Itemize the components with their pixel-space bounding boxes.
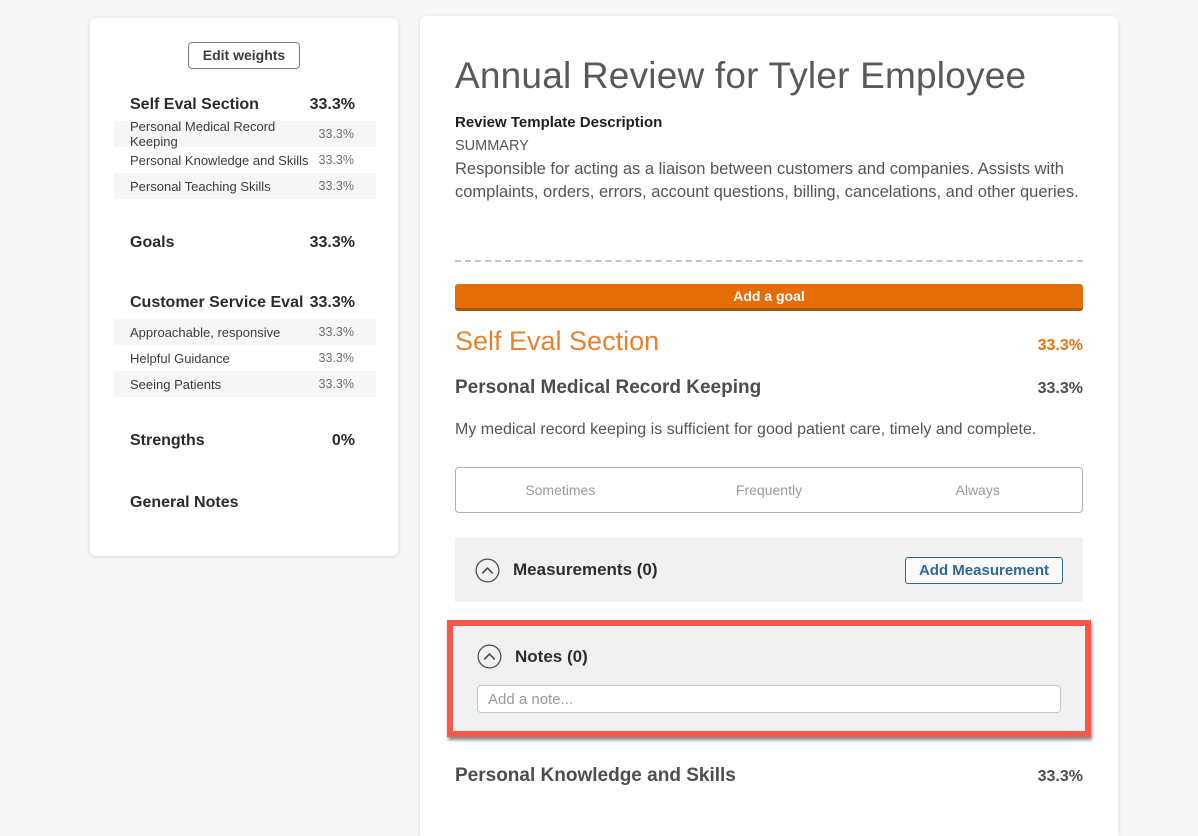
rating-option-frequently[interactable]: Frequently (735, 482, 803, 498)
weight-group-general-notes: General Notes (130, 493, 355, 513)
weight-group-label: General Notes (130, 494, 239, 511)
question-header: Personal Medical Record Keeping 33.3% (455, 377, 1083, 399)
notes-label: Notes (0) (515, 646, 588, 666)
weight-group-label: Self Eval Section (130, 96, 259, 113)
weight-group-strengths: Strengths 0% (130, 431, 355, 451)
weight-item-row[interactable]: Personal Teaching Skills 33.3% (114, 173, 376, 199)
weight-group-self-eval: Self Eval Section 33.3% (130, 95, 355, 115)
summary-label: SUMMARY (455, 138, 529, 154)
question-weight: 33.3% (1037, 768, 1083, 785)
dashed-separator (455, 260, 1083, 262)
question-title: Personal Knowledge and Skills (455, 765, 736, 786)
weight-group-goals: Goals 33.3% (130, 233, 355, 253)
summary-text: Responsible for acting as a liaison betw… (455, 160, 1079, 201)
weight-group-percent: 33.3% (309, 294, 355, 311)
weight-item-label: Helpful Guidance (130, 350, 230, 366)
question-weight: 33.3% (1037, 380, 1083, 397)
collapse-chevron-up-icon[interactable] (477, 644, 502, 669)
weight-item-percent: 33.3% (318, 153, 354, 167)
weight-item-percent: 33.3% (318, 377, 354, 391)
rating-option-always[interactable]: Always (955, 482, 1000, 498)
notes-section: Notes (0) (453, 626, 1085, 731)
add-measurement-button[interactable]: Add Measurement (904, 556, 1063, 584)
weight-item-percent: 33.3% (318, 351, 354, 365)
section-title: Self Eval Section (455, 326, 660, 356)
weight-item-row[interactable]: Helpful Guidance 33.3% (114, 345, 376, 371)
weight-item-row[interactable]: Personal Medical Record Keeping 33.3% (114, 119, 376, 149)
review-template-description-heading: Review Template Description (455, 114, 663, 131)
weight-group-label: Goals (130, 234, 175, 251)
next-question-header: Personal Knowledge and Skills 33.3% (455, 765, 1083, 787)
weight-group-percent: 33.3% (309, 234, 355, 251)
weight-item-label: Personal Knowledge and Skills (130, 152, 309, 168)
question-prompt: My medical record keeping is sufficient … (455, 421, 1037, 438)
highlight-annotation-box: Notes (0) (447, 620, 1091, 737)
measurements-section: Measurements (0) Add Measurement (455, 538, 1083, 602)
weight-item-percent: 33.3% (318, 127, 354, 141)
review-panel: Annual Review for Tyler Employee Review … (420, 16, 1118, 836)
weight-group-items: Approachable, responsive 33.3% Helpful G… (114, 319, 376, 397)
weight-item-percent: 33.3% (318, 179, 354, 193)
collapse-chevron-up-icon[interactable] (475, 558, 500, 583)
measurements-label: Measurements (0) (513, 560, 658, 579)
rating-option-sometimes[interactable]: Sometimes (525, 482, 596, 498)
weight-group-label: Strengths (130, 432, 205, 449)
notes-header: Notes (0) (477, 644, 1061, 669)
weight-group-label: Customer Service Eval (130, 294, 304, 311)
add-goal-button[interactable]: Add a goal (455, 284, 1083, 311)
weight-item-label: Seeing Patients (130, 376, 222, 392)
add-note-input[interactable] (477, 685, 1061, 713)
edit-weights-button[interactable]: Edit weights (187, 42, 301, 69)
weight-group-items: Personal Medical Record Keeping 33.3% Pe… (114, 119, 376, 199)
weight-item-label: Personal Teaching Skills (130, 178, 271, 194)
weights-sidebar: Edit weights Self Eval Section 33.3% Per… (90, 18, 398, 556)
weight-group-percent: 33.3% (309, 96, 355, 113)
weight-item-row[interactable]: Personal Knowledge and Skills 33.3% (114, 147, 376, 173)
weight-item-row[interactable]: Approachable, responsive 33.3% (114, 319, 376, 345)
weight-group-percent: 0% (331, 432, 355, 449)
section-weight: 33.3% (1037, 337, 1083, 354)
section-header: Self Eval Section 33.3% (455, 326, 1083, 357)
weight-item-row[interactable]: Seeing Patients 33.3% (114, 371, 376, 397)
weight-item-percent: 33.3% (318, 325, 354, 339)
rating-scale: Sometimes Frequently Always (455, 467, 1083, 513)
weight-item-label: Approachable, responsive (130, 324, 281, 340)
question-title: Personal Medical Record Keeping (455, 377, 762, 398)
page-title: Annual Review for Tyler Employee (455, 55, 1027, 96)
weight-group-customer-service: Customer Service Eval 33.3% (130, 293, 355, 313)
weight-item-label: Personal Medical Record Keeping (130, 119, 276, 149)
